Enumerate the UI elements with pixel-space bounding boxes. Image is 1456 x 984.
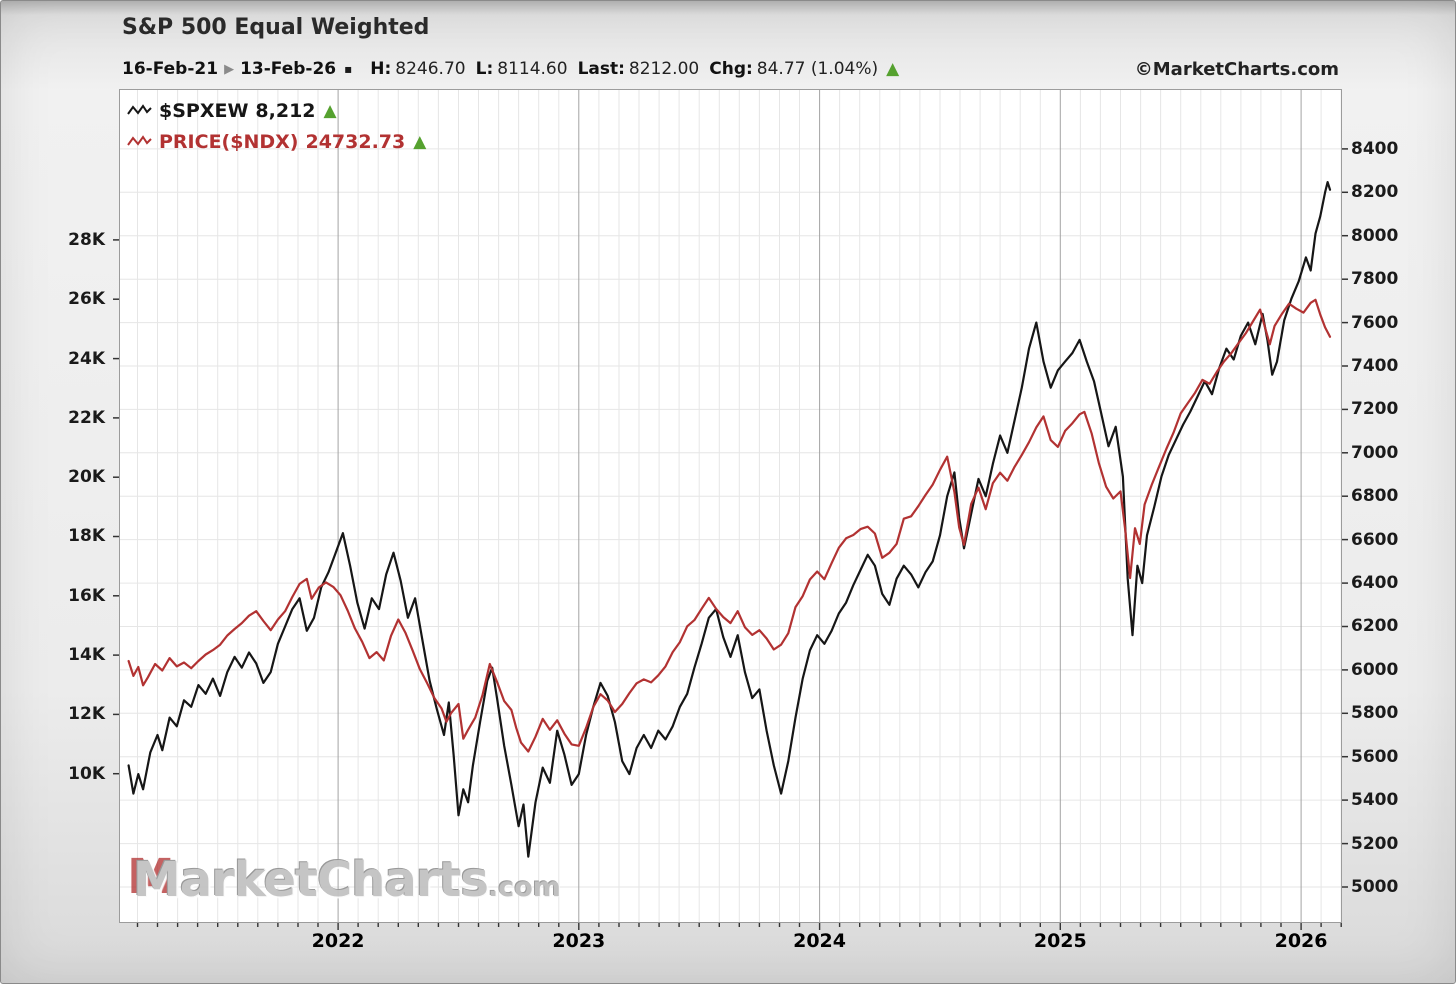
right-axis-labels: 5000 5200 5400 5600 5800 6000 6200 6400 6600 6800… (1342, 89, 1422, 923)
ndx-series-line (127, 298, 1332, 753)
low-value: 8114.60 (497, 59, 568, 79)
up-arrow-icon: ▲ (413, 131, 427, 152)
x-axis-labels: 2022 2023 2024 2025 2026 (119, 929, 1342, 961)
up-arrow-icon: ▲ (323, 100, 337, 121)
legend-ndx-value: 24732.73 (305, 130, 406, 153)
right-axis-tick-label: 7600 (1351, 312, 1399, 333)
copyright: ©MarketCharts.com (1134, 59, 1339, 80)
plot-border (119, 89, 1342, 923)
right-axis-tick-label: 8000 (1351, 225, 1399, 246)
x-axis-tick-label: 2023 (552, 930, 606, 952)
legend-spxew-value: 8,212 (255, 99, 316, 122)
legend-item-spxew[interactable]: $SPXEW 8,212 ▲ (127, 95, 426, 126)
right-axis-tick-label: 6600 (1351, 529, 1399, 550)
right-axis-tick-label: 5400 (1351, 790, 1399, 811)
change-value: 84.77 (1.04%) (756, 59, 879, 79)
range-arrow-icon: ▶ (224, 62, 235, 77)
left-axis-tick-label: 28K (68, 229, 105, 250)
left-axis-tick-label: 10K (68, 763, 105, 784)
separator-square-icon: ▪ (344, 62, 353, 76)
high-label: H: (370, 59, 392, 79)
right-axis-tick-label: 6800 (1351, 486, 1399, 507)
last-label: Last: (577, 59, 625, 79)
left-axis-tick-label: 12K (68, 704, 105, 725)
right-axis-tick-label: 5800 (1351, 703, 1399, 724)
left-axis-labels: 10K 12K 14K 16K 18K 20K 22K 24K 26K 28K (1, 89, 113, 923)
right-axis-tick-label: 5000 (1351, 876, 1399, 897)
right-axis-tick-label: 7400 (1351, 355, 1399, 376)
chart-info-bar: 16-Feb-21 ▶ 13-Feb-26 ▪ H: 8246.70 L: 8114.60 La… (122, 59, 899, 79)
x-axis-tick-label: 2025 (1033, 930, 1087, 952)
legend-spxew-label: $SPXEW (159, 99, 249, 122)
axis-tick-marks (113, 148, 1348, 930)
ndx-line-icon (127, 135, 152, 146)
right-axis-tick-label: 7200 (1351, 399, 1399, 420)
watermark-text: MarketCharts (133, 852, 489, 908)
left-axis-tick-label: 20K (68, 467, 105, 488)
right-axis-tick-label: 8400 (1351, 138, 1399, 159)
legend-item-ndx[interactable]: PRICE($NDX) 24732.73 ▲ (127, 126, 426, 157)
x-axis-tick-label: 2026 (1274, 930, 1328, 952)
chart-title: S&P 500 Equal Weighted (122, 15, 430, 40)
right-axis-tick-label: 6000 (1351, 659, 1399, 680)
change-label: Chg: (709, 59, 753, 79)
up-arrow-icon: ▲ (886, 59, 900, 79)
date-range-end: 13-Feb-26 (240, 59, 337, 79)
spxew-series-line (127, 180, 1332, 858)
plot-background (119, 89, 1342, 923)
right-axis-tick-label: 5600 (1351, 746, 1399, 767)
last-value: 8212.00 (628, 59, 700, 79)
legend-ndx-label: PRICE($NDX) (159, 130, 299, 153)
left-axis-tick-label: 18K (68, 526, 105, 547)
left-axis-tick-label: 24K (68, 348, 105, 369)
series-lines (127, 180, 1332, 858)
chart-canvas[interactable] (113, 89, 1348, 930)
left-axis-tick-label: 26K (68, 289, 105, 310)
right-axis-tick-label: 7000 (1351, 442, 1399, 463)
left-axis-tick-label: 22K (68, 407, 105, 428)
right-axis-tick-label: 8200 (1351, 182, 1399, 203)
right-axis-tick-label: 6200 (1351, 616, 1399, 637)
chart-legend: $SPXEW 8,212 ▲ PRICE($NDX) 24732.73 ▲ (127, 95, 426, 157)
high-value: 8246.70 (395, 59, 466, 79)
left-axis-tick-label: 16K (68, 585, 105, 606)
date-range-start: 16-Feb-21 (122, 59, 219, 79)
low-label: L: (475, 59, 494, 79)
x-axis-tick-label: 2022 (311, 930, 365, 952)
x-axis-tick-label: 2024 (793, 930, 846, 952)
left-axis-tick-label: 14K (68, 645, 105, 666)
watermark-red-m: M (127, 849, 175, 905)
spxew-line-icon (127, 104, 152, 115)
watermark: M MarketCharts.com (127, 849, 561, 908)
right-axis-tick-label: 6400 (1351, 573, 1399, 594)
right-axis-tick-label: 7800 (1351, 269, 1399, 290)
watermark-suffix: .com (487, 872, 561, 903)
right-axis-tick-label: 5200 (1351, 833, 1399, 854)
